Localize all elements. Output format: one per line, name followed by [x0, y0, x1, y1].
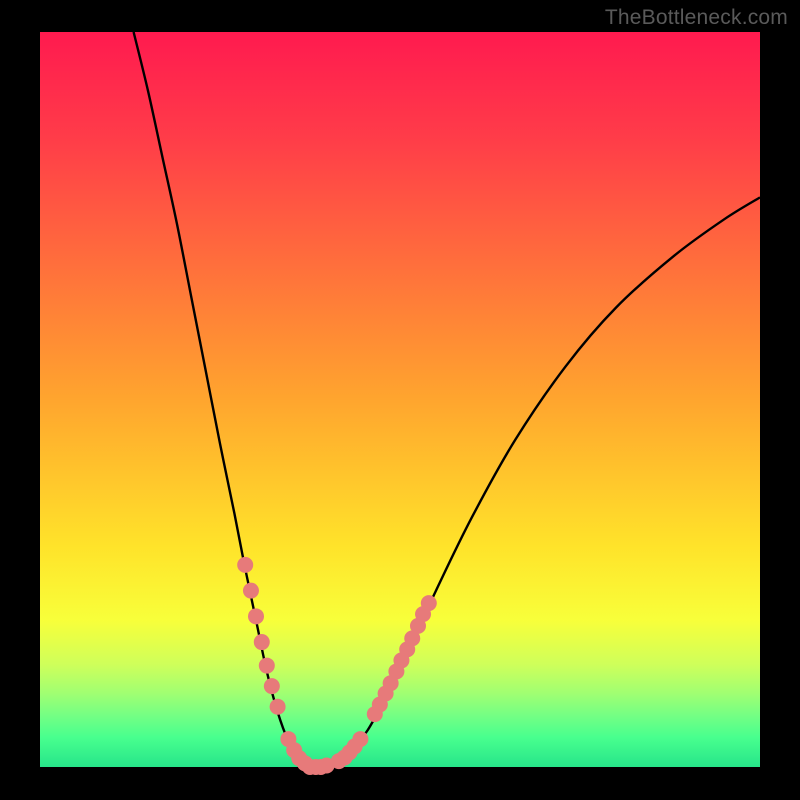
- watermark-label: TheBottleneck.com: [605, 6, 788, 30]
- plot-background: [40, 32, 760, 767]
- chart-canvas: TheBottleneck.com: [0, 0, 800, 800]
